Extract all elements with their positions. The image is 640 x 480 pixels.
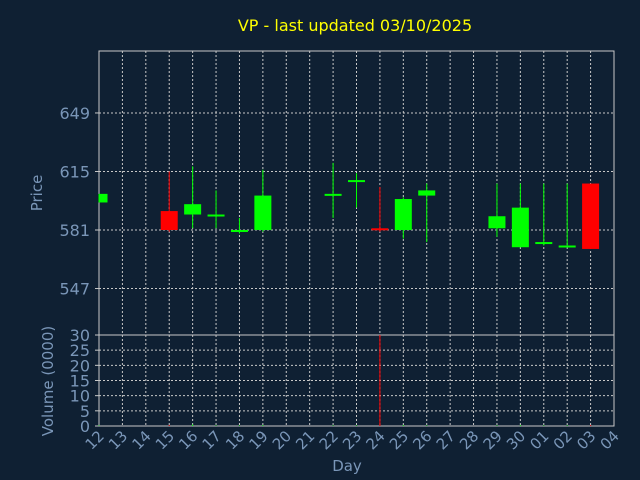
volume-bars-layer — [98, 335, 592, 426]
candle-body — [207, 214, 225, 217]
candle-29 — [488, 183, 506, 237]
x-tick-label: 28 — [456, 427, 482, 453]
x-tick-label: 03 — [573, 427, 599, 453]
price-tick-label: 649 — [59, 104, 90, 123]
x-tick-label: 22 — [316, 427, 342, 453]
x-tick-labels: 1213141516171819202122232425262728293001… — [82, 427, 623, 453]
volume-axis-label: Volume (0000) — [39, 326, 57, 436]
volume-bar-01 — [543, 425, 545, 426]
candle-12 — [98, 193, 108, 203]
candle-body — [535, 242, 553, 245]
volume-bar-02 — [566, 425, 568, 426]
candle-body — [160, 211, 178, 231]
volume-tick-label: 25 — [70, 341, 90, 360]
x-tick-label: 21 — [292, 427, 318, 453]
candle-30 — [511, 183, 529, 248]
candle-body — [582, 183, 600, 249]
volume-bar-29 — [496, 425, 498, 426]
x-tick-label: 26 — [409, 427, 435, 453]
price-tick-label: 615 — [59, 162, 90, 181]
candle-23 — [348, 173, 365, 208]
candle-body — [558, 245, 576, 248]
candle-body — [99, 193, 108, 203]
volume-bar-17 — [215, 425, 217, 426]
volume-bar-30 — [519, 425, 521, 426]
x-tick-label: 27 — [433, 427, 459, 453]
candle-body — [184, 204, 202, 215]
chart-title: VP - last updated 03/10/2025 — [238, 16, 472, 35]
volume-bar-25 — [402, 425, 404, 426]
candle-body — [348, 180, 365, 183]
candle-22 — [324, 162, 342, 218]
x-tick-label: 17 — [199, 427, 225, 453]
candle-01 — [535, 183, 553, 246]
price-y-tick-labels: 547 581 615 649 — [59, 104, 99, 299]
volume-tick-label: 15 — [70, 372, 90, 391]
candle-body — [394, 199, 412, 231]
candle-03 — [582, 183, 600, 249]
x-tick-label: 15 — [152, 427, 178, 453]
candle-16 — [184, 166, 202, 229]
volume-bar-23 — [356, 425, 357, 426]
price-tick-label: 581 — [59, 221, 90, 240]
volume-bar-03 — [590, 425, 592, 426]
volume-bar-24 — [379, 335, 381, 426]
x-tick-label: 19 — [245, 427, 271, 453]
volume-tick-label: 30 — [70, 326, 90, 345]
x-tick-label: 16 — [175, 427, 201, 453]
candle-17 — [207, 190, 225, 229]
x-tick-label: 29 — [480, 427, 506, 453]
candle-body — [254, 195, 272, 231]
x-axis-label: Day — [332, 457, 362, 475]
candle-19 — [254, 169, 272, 232]
volume-tick-label: 5 — [80, 402, 90, 421]
x-tick-label: 25 — [386, 427, 412, 453]
volume-bar-15 — [168, 425, 170, 426]
volume-tick-label: 20 — [70, 356, 90, 375]
volume-bar-12 — [98, 425, 100, 426]
x-tick-label: 18 — [222, 427, 248, 453]
x-tick-label: 14 — [128, 427, 154, 453]
candle-body — [371, 228, 389, 231]
volume-bar-16 — [192, 424, 194, 426]
x-tick-label: 01 — [526, 427, 552, 453]
candle-body — [511, 207, 529, 248]
volume-bar-19 — [262, 425, 264, 426]
x-tick-label: 24 — [363, 427, 389, 453]
candle-02 — [558, 183, 576, 248]
volume-tick-label: 0 — [80, 417, 90, 436]
candle-body — [418, 190, 436, 196]
x-tick-label: 30 — [503, 427, 529, 453]
volume-bar-26 — [426, 425, 428, 426]
volume-tick-label: 10 — [70, 387, 90, 406]
candle-25 — [394, 197, 412, 239]
volume-bar-22 — [332, 425, 334, 426]
x-tick-label: 04 — [597, 427, 623, 453]
candle-24 — [371, 186, 389, 232]
candles-layer — [98, 162, 600, 249]
candle-body — [324, 193, 342, 196]
price-axis-label: Price — [28, 175, 46, 212]
x-tick-label: 02 — [550, 427, 576, 453]
candle-body — [230, 230, 248, 233]
price-tick-label: 547 — [59, 280, 90, 299]
x-tick-label: 20 — [269, 427, 295, 453]
candle-body — [488, 216, 506, 229]
x-tick-label: 13 — [105, 427, 131, 453]
candle-26 — [418, 183, 436, 243]
candle-15 — [160, 171, 178, 232]
volume-bar-18 — [238, 425, 240, 426]
x-tick-label: 23 — [339, 427, 365, 453]
candle-18 — [230, 217, 248, 234]
volume-gridlines — [99, 335, 614, 426]
